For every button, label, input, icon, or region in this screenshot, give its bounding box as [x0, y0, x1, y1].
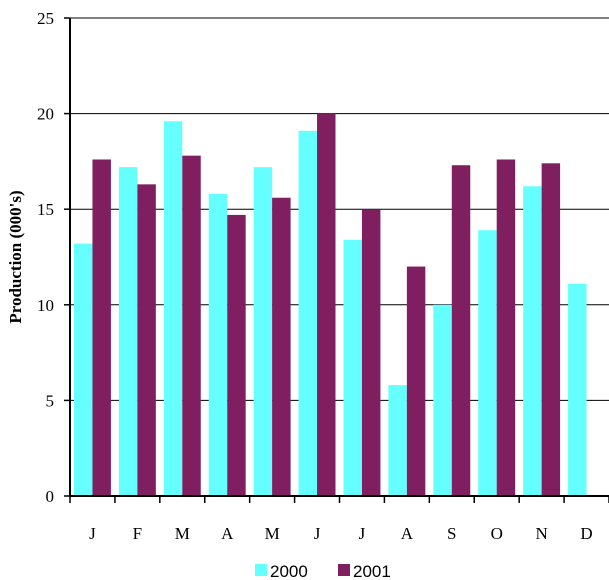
x-tick-label: A [221, 524, 234, 543]
bar-2001-2 [182, 155, 201, 496]
bar-2000-11 [568, 283, 587, 496]
gridlines [70, 17, 609, 401]
bar-2000-4 [253, 167, 273, 497]
bar-2000-6 [343, 239, 362, 497]
legend-label-2000: 2000 [270, 562, 308, 580]
bar-2001-6 [361, 209, 381, 496]
y-tick-label: 15 [37, 200, 54, 219]
legend-label-2001: 2001 [353, 562, 391, 580]
bar-2000-8 [433, 304, 452, 496]
legend: 2000 2001 [255, 562, 391, 580]
bar-2001-3 [227, 214, 246, 496]
x-tick-label: J [314, 524, 321, 543]
x-tick-label: A [401, 524, 414, 543]
x-tick-label: O [491, 524, 503, 543]
y-tick-label: 20 [37, 105, 54, 124]
x-tick-label: F [133, 524, 142, 543]
bars [74, 113, 587, 497]
x-tick-label: D [580, 524, 592, 543]
legend-swatch-2001 [338, 564, 350, 576]
y-tick-label: 25 [37, 9, 54, 28]
x-tick-label: N [535, 524, 547, 543]
legend-swatch-2000 [255, 564, 267, 576]
y-tick-label: 5 [46, 391, 55, 410]
bar-2000-0 [74, 243, 93, 496]
x-tick-label: J [89, 524, 96, 543]
bar-2000-3 [208, 193, 228, 497]
bar-2001-5 [317, 113, 336, 496]
y-tick-label: 0 [46, 487, 55, 506]
bar-2000-1 [118, 167, 138, 497]
bar-2000-10 [523, 186, 542, 497]
bar-2001-4 [272, 197, 291, 496]
y-tick-labels: 0 5 10 15 20 25 [37, 9, 70, 506]
x-tick-label: M [175, 524, 190, 543]
bar-2000-2 [163, 121, 183, 497]
x-tick-label: S [447, 524, 456, 543]
x-tick-label: M [265, 524, 280, 543]
bar-2000-9 [478, 230, 497, 496]
bar-2001-7 [406, 266, 426, 496]
bar-2001-8 [451, 165, 471, 496]
x-tick-label: J [359, 524, 366, 543]
y-tick-label: 10 [37, 296, 54, 315]
bar-2001-9 [496, 159, 516, 496]
bar-2001-1 [137, 184, 156, 496]
bar-2001-0 [92, 159, 111, 496]
bar-2001-10 [541, 163, 561, 496]
y-axis-label: Production (000's) [6, 190, 25, 323]
bar-2000-5 [298, 130, 318, 497]
bar-2000-7 [388, 385, 407, 496]
